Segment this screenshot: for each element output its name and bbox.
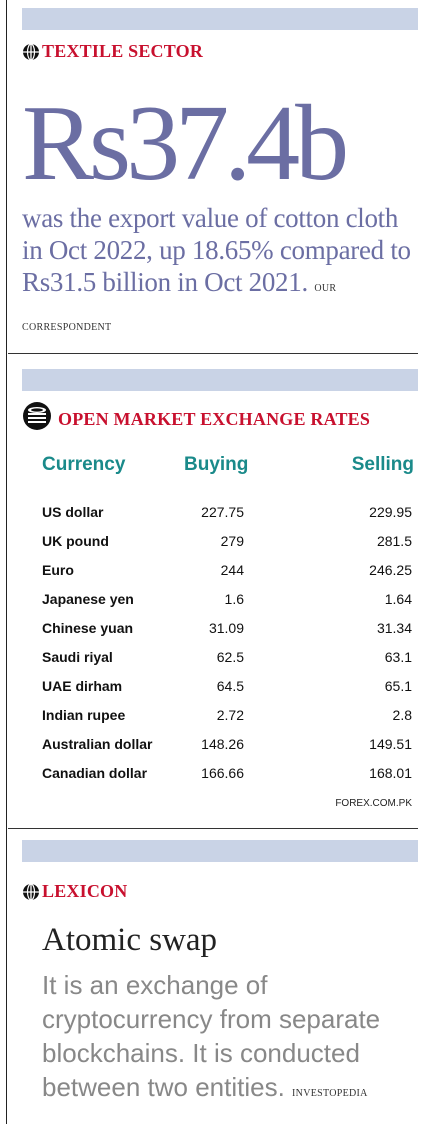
textile-lead: was the export value of cotton cloth in …: [22, 202, 420, 344]
exchange-kicker: OPEN MARKET EXCHANGE RATES: [58, 409, 371, 429]
table-header-currency: Currency: [42, 454, 126, 475]
exchange-source: FOREX.COM.PK: [335, 798, 412, 809]
section-color-band: [22, 840, 418, 862]
currency-name: UK pound: [42, 533, 109, 549]
buying-rate: 279: [220, 533, 244, 549]
currency-name: Saudi riyal: [42, 649, 113, 665]
selling-rate: 281.5: [376, 533, 412, 549]
table-row: Japanese yen 1.6 1.64: [22, 591, 416, 617]
currency-name: Australian dollar: [42, 736, 153, 752]
section-color-band: [22, 369, 418, 391]
section-divider: [8, 828, 418, 829]
lexicon-kicker: LEXICON: [42, 881, 128, 901]
selling-rate: 1.64: [384, 591, 412, 607]
table-row: UAE dirham 64.5 65.1: [22, 678, 416, 704]
textile-lead-text: was the export value of cotton cloth in …: [22, 203, 411, 297]
table-row: Euro 244 246.25: [22, 562, 416, 588]
buying-rate: 2.72: [216, 707, 244, 723]
currency-name: Japanese yen: [42, 591, 134, 607]
globe-icon: [23, 43, 39, 61]
globe-icon: [23, 883, 39, 901]
table-row: Saudi riyal 62.5 63.1: [22, 649, 416, 675]
buying-rate: 64.5: [216, 678, 244, 694]
selling-rate: 31.34: [376, 620, 412, 636]
currency-name: Indian rupee: [42, 707, 126, 723]
table-row: UK pound 279 281.5: [22, 533, 416, 559]
currency-name: Euro: [42, 562, 74, 578]
selling-rate: 168.01: [369, 765, 412, 781]
table-row: Australian dollar 148.26 149.51: [22, 736, 416, 762]
buying-rate: 166.66: [201, 765, 244, 781]
currency-name: UAE dirham: [42, 678, 123, 694]
lexicon-credit: INVESTOPEDIA: [292, 1088, 368, 1099]
section-color-band: [22, 8, 418, 30]
buying-rate: 227.75: [201, 504, 244, 520]
section-divider: [8, 353, 418, 354]
table-row: Indian rupee 2.72 2.8: [22, 707, 416, 733]
buying-rate: 62.5: [216, 649, 244, 665]
selling-rate: 229.95: [369, 504, 412, 520]
selling-rate: 246.25: [369, 562, 412, 578]
currency-name: Canadian dollar: [42, 765, 148, 781]
column-divider-line: [6, 0, 7, 1124]
selling-rate: 149.51: [369, 736, 412, 752]
selling-rate: 2.8: [392, 707, 412, 723]
lexicon-definition-text: It is an exchange of cryptocurrency from…: [42, 970, 381, 1102]
buying-rate: 148.26: [201, 736, 244, 752]
buying-rate: 244: [220, 562, 244, 578]
currency-name: US dollar: [42, 504, 104, 520]
headline-value: Rs37.4b: [22, 84, 349, 203]
selling-rate: 63.1: [384, 649, 412, 665]
table-row: Canadian dollar 166.66 168.01: [22, 765, 416, 791]
currency-name: Chinese yuan: [42, 620, 134, 636]
lexicon-definition: It is an exchange of cryptocurrency from…: [42, 968, 422, 1111]
coins-icon: [23, 402, 51, 430]
lexicon-term: Atomic swap: [42, 922, 218, 958]
table-row: Chinese yuan 31.09 31.34: [22, 620, 416, 646]
buying-rate: 31.09: [208, 620, 244, 636]
table-header-selling: Selling: [351, 454, 414, 475]
table-header-buying: Buying: [184, 454, 249, 475]
selling-rate: 65.1: [384, 678, 412, 694]
buying-rate: 1.6: [224, 591, 244, 607]
textile-kicker: TEXTILE SECTOR: [42, 41, 204, 61]
table-row: US dollar 227.75 229.95: [22, 504, 416, 530]
textile-credit: OUR CORRESPONDENT: [22, 283, 337, 333]
